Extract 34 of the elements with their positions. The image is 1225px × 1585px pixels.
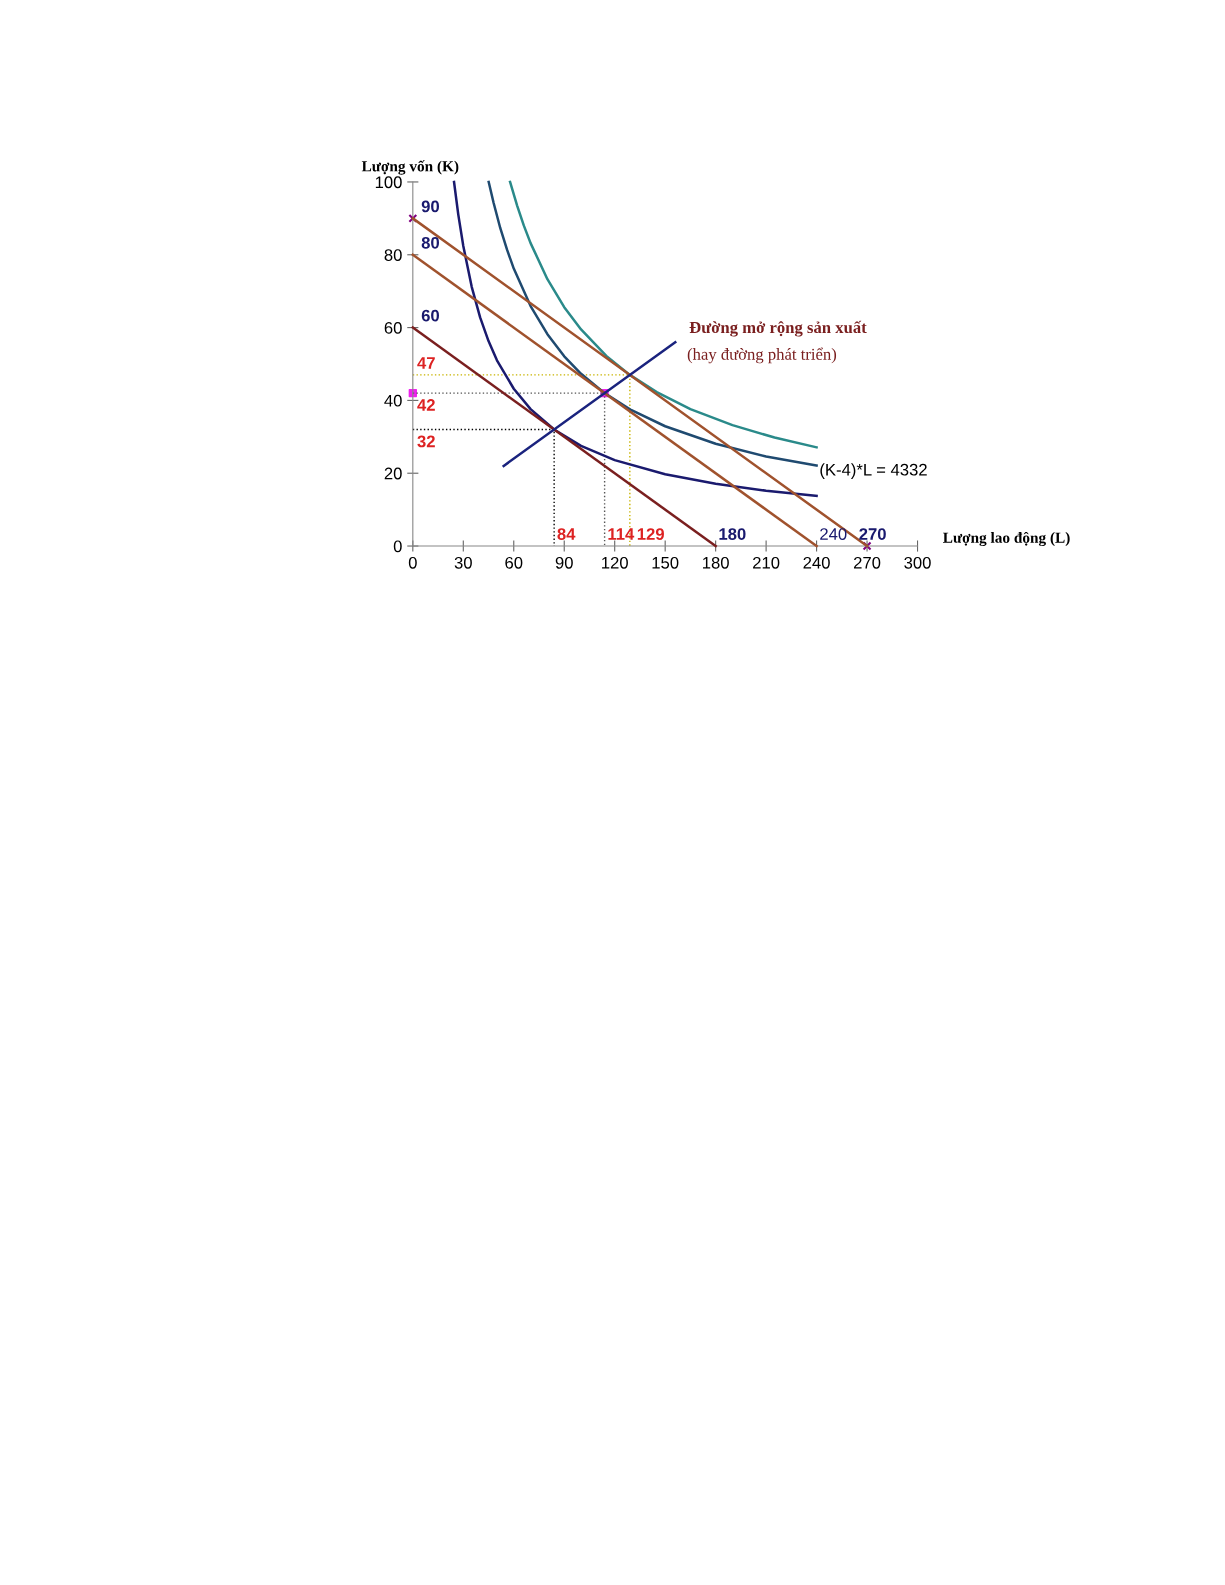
x-tick-label: 240 (803, 556, 830, 569)
y-tick-label: 40 (384, 394, 402, 407)
x-tick-label: 210 (753, 556, 780, 569)
x-axis-title: Lượng lao động (L) (943, 531, 1070, 547)
annotation: (hay đường phát triển) (687, 347, 837, 364)
y-tick-label: 20 (384, 467, 402, 480)
annotation: 270 (859, 528, 886, 540)
annotation: 42 (417, 399, 435, 411)
x-tick-label: 120 (602, 556, 628, 569)
annotation: 240 (820, 528, 847, 540)
x-tick-label: 90 (555, 556, 573, 569)
y-tick-label: 80 (384, 249, 402, 261)
annotation: 47 (417, 357, 435, 369)
y-tick-label: 60 (384, 321, 402, 334)
x-tick-label: 150 (652, 556, 679, 569)
annotation: 80 (421, 236, 440, 249)
y-tick-label: 0 (393, 540, 402, 553)
annotation: 60 (421, 309, 440, 322)
x-tick-label: 180 (703, 556, 729, 569)
x-tick-label: 270 (853, 556, 881, 569)
annotation: 90 (421, 200, 440, 213)
annotation: (K-4)*L = 4332 (820, 463, 927, 479)
x-tick-label: 30 (454, 556, 472, 569)
y-tick-label: 100 (375, 176, 402, 189)
annotation: Đường mở rộng sản xuất (689, 320, 867, 337)
x-tick-label: 0 (408, 556, 417, 569)
annotation: 180 (719, 528, 746, 540)
x-tick-label: 300 (904, 556, 931, 569)
annotation: 32 (417, 435, 435, 448)
x-tick-label: 60 (505, 556, 523, 569)
annotation: 84 (557, 528, 576, 540)
y-axis-title: Lượng vốn (K) (361, 160, 459, 175)
annotation: 129 (637, 528, 664, 540)
annotation: 114 (608, 528, 635, 540)
